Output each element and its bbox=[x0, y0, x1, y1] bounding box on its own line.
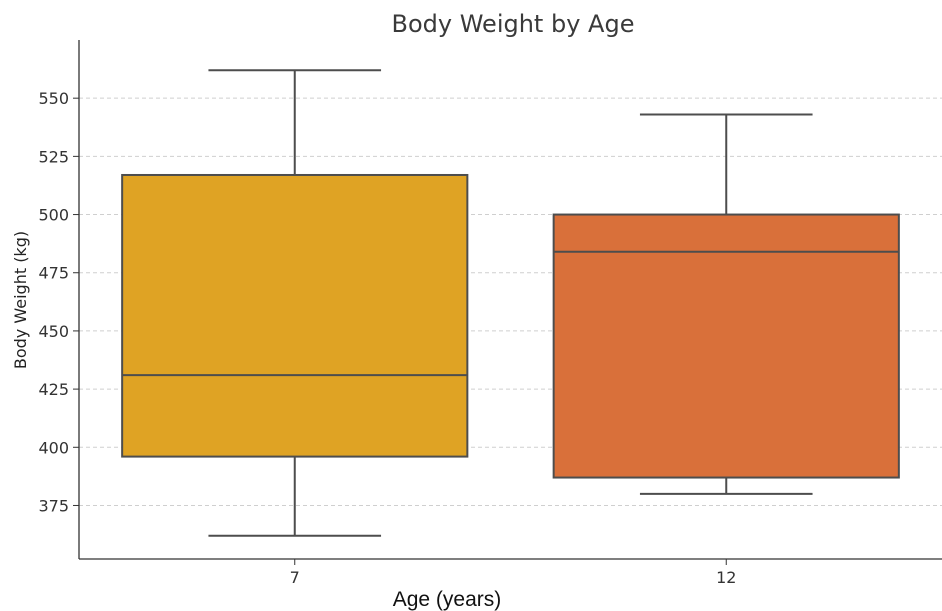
y-axis-ticks: 375 400 425 450 475 500 525 550 bbox=[38, 89, 79, 515]
x-tick-label-7: 7 bbox=[290, 568, 300, 587]
x-axis-label: Age (years) bbox=[393, 588, 502, 611]
y-tick-label-425: 425 bbox=[38, 380, 69, 399]
chart-title: Body Weight by Age bbox=[392, 10, 635, 38]
y-tick-label-400: 400 bbox=[38, 438, 69, 457]
y-tick-label-500: 500 bbox=[38, 206, 69, 225]
box-7 bbox=[121, 69, 469, 537]
box-12 bbox=[552, 113, 900, 495]
y-tick-label-450: 450 bbox=[38, 322, 69, 341]
y-tick-label-550: 550 bbox=[38, 89, 69, 108]
iqr-box-12 bbox=[552, 213, 900, 479]
x-axis-ticks: 7 12 bbox=[290, 559, 736, 587]
x-tick-label-12: 12 bbox=[716, 568, 736, 587]
iqr-box-7 bbox=[121, 173, 469, 458]
y-tick-label-475: 475 bbox=[38, 264, 69, 283]
box-group bbox=[121, 69, 900, 537]
axes bbox=[78, 40, 942, 560]
y-axis-label: Body Weight (kg) bbox=[11, 231, 30, 369]
y-tick-label-525: 525 bbox=[38, 147, 69, 166]
y-tick-label-375: 375 bbox=[38, 496, 69, 515]
